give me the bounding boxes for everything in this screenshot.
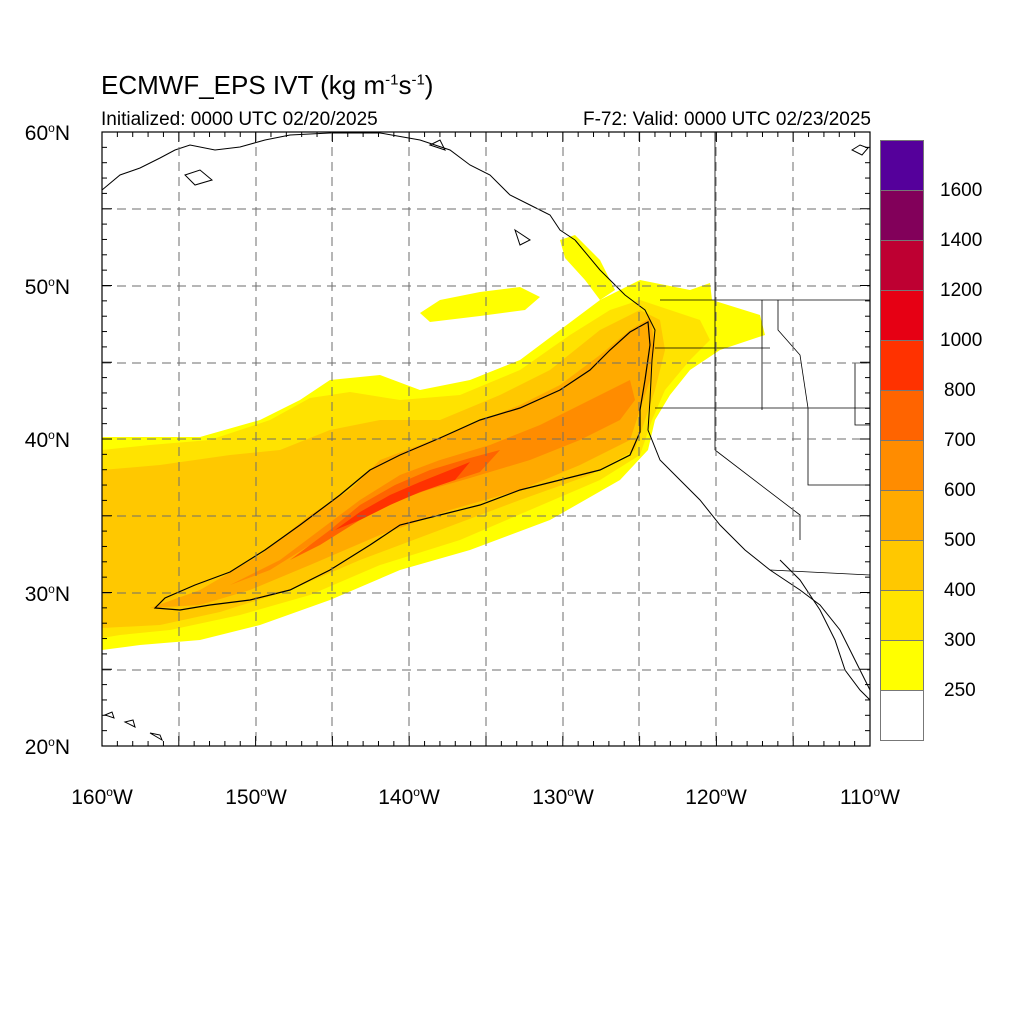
colorbar-segment xyxy=(880,190,924,241)
valid-time: F-72: Valid: 0000 UTC 02/23/2025 xyxy=(583,109,871,130)
lat-lon-grid xyxy=(102,132,870,746)
lon-label-120: 120oW xyxy=(685,785,747,809)
axis-ticks xyxy=(101,131,871,747)
haida-gwaii xyxy=(850,144,869,156)
colorbar-label-300: 300 xyxy=(944,630,976,651)
colorbar-label-400: 400 xyxy=(944,580,976,601)
colorbar-label-250: 250 xyxy=(944,680,976,701)
colorbar-segment xyxy=(880,340,924,391)
ivt-band-250-coast xyxy=(560,235,615,300)
colorbar xyxy=(880,140,926,741)
colorbar-segment xyxy=(880,290,924,341)
ivt-band-250-north xyxy=(420,287,540,322)
baja-peninsula xyxy=(779,559,870,701)
colorbar-segment xyxy=(880,240,924,291)
colorbar-segment xyxy=(880,640,924,691)
ivt-band-500 xyxy=(150,318,655,608)
colorbar-segment xyxy=(880,390,924,441)
lon-label-130: 130oW xyxy=(532,785,594,809)
lon-label-110: 110oW xyxy=(840,785,900,809)
colorbar-label-1200: 1200 xyxy=(940,280,983,301)
colorbar-label-1600: 1600 xyxy=(940,180,983,201)
colorbar-label-700: 700 xyxy=(944,430,976,451)
na-coast xyxy=(574,239,870,691)
colorbar-segment xyxy=(880,590,924,641)
lat-label-30: 30oN xyxy=(24,582,70,606)
state-borders xyxy=(655,132,870,576)
colorbar-segment xyxy=(880,140,924,191)
alaska-coast xyxy=(102,132,576,241)
lat-label-20: 20oN xyxy=(24,735,70,759)
lat-label-40: 40oN xyxy=(24,428,70,452)
colorbar-segment xyxy=(880,440,924,491)
colorbar-label-800: 800 xyxy=(944,380,976,401)
colorbar-label-1000: 1000 xyxy=(940,330,983,351)
colorbar-label-600: 600 xyxy=(944,480,976,501)
lat-label-60: 60oN xyxy=(24,121,70,145)
lon-label-150: 150oW xyxy=(225,785,287,809)
colorbar-segment xyxy=(880,540,924,591)
coastlines xyxy=(102,132,870,742)
lat-label-50: 50oN xyxy=(24,275,70,299)
ivt-shading xyxy=(102,235,765,650)
initialized-time: Initialized: 0000 UTC 02/20/2025 xyxy=(101,109,378,130)
ivt-contour-500 xyxy=(153,321,651,611)
colorbar-label-500: 500 xyxy=(944,530,976,551)
colorbar-label-1400: 1400 xyxy=(940,230,983,251)
colorbar-segment xyxy=(880,490,924,541)
map-title: ECMWF_EPS IVT (kg m-1s-1) xyxy=(101,70,434,100)
lon-label-140: 140oW xyxy=(378,785,440,809)
ivt-band-800 xyxy=(335,462,470,530)
colorbar-segment xyxy=(880,690,924,741)
alaska-islands xyxy=(184,139,531,246)
lon-label-160: 160oW xyxy=(71,785,133,809)
hawaii-islands xyxy=(103,711,164,742)
